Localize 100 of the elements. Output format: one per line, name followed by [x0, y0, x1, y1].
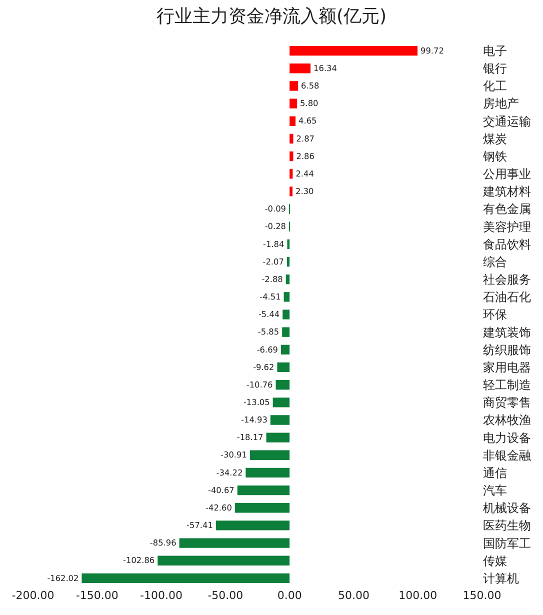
y-tick-label: 石油石化	[483, 290, 531, 304]
data-label: -6.69	[256, 344, 278, 354]
y-tick-label: 房地产	[483, 96, 519, 111]
y-tick-label: 传媒	[483, 554, 507, 568]
x-tick-label: 100.00	[398, 589, 438, 602]
data-label: -18.17	[236, 432, 264, 442]
data-label: -102.86	[123, 555, 155, 566]
data-label: -4.51	[260, 292, 281, 302]
bar	[290, 134, 294, 144]
data-label: -0.09	[264, 204, 286, 214]
y-tick-label: 家用电器	[483, 360, 531, 374]
x-tick-label: 150.00	[462, 589, 502, 602]
bar	[290, 151, 294, 162]
y-tick-label: 轻工制造	[483, 378, 531, 392]
y-tick-label: 综合	[483, 254, 507, 269]
data-label: -1.84	[263, 238, 284, 249]
data-label: -162.02	[47, 572, 79, 583]
data-label: 2.44	[296, 168, 314, 178]
y-tick-label: 电子	[483, 44, 507, 58]
x-tick-label: -150.00	[76, 589, 118, 602]
data-label: 2.86	[296, 150, 314, 161]
y-tick-label: 化工	[483, 79, 507, 94]
data-label: -0.28	[264, 221, 286, 232]
x-tick-label: -50.00	[208, 589, 244, 602]
data-label: -40.67	[208, 484, 234, 495]
y-tick-label: 农林牧渔	[483, 413, 531, 428]
data-label: 2.87	[296, 133, 314, 144]
bar	[280, 344, 290, 354]
bar	[179, 538, 290, 548]
bar	[276, 380, 290, 390]
y-tick-label: 银行	[482, 62, 507, 76]
y-tick-label: 环保	[483, 308, 507, 322]
data-label: -14.93	[241, 414, 268, 425]
y-tick-label: 医药生物	[483, 518, 531, 533]
x-tick-label: 0.00	[277, 589, 302, 602]
y-tick-label: 建筑装饰	[482, 325, 531, 340]
bar	[234, 503, 290, 513]
y-tick-label: 美容护理	[483, 220, 531, 234]
y-tick-label: 商贸零售	[483, 396, 531, 410]
bar	[290, 116, 296, 126]
bar	[282, 327, 290, 337]
y-tick-label: 国防军工	[483, 536, 531, 550]
bar	[82, 573, 290, 584]
bar	[158, 556, 290, 566]
bar	[287, 239, 290, 250]
bar	[290, 98, 298, 108]
y-tick-label: 食品饮料	[483, 237, 531, 252]
x-tick-label: -100.00	[140, 589, 183, 602]
y-tick-label: 非银金融	[483, 448, 531, 462]
bar	[272, 398, 290, 408]
x-tick-label: 50.00	[338, 589, 370, 602]
data-label: -42.60	[206, 502, 232, 512]
bar	[290, 46, 418, 56]
y-tick-label: 汽车	[483, 484, 507, 498]
data-label: -13.05	[243, 397, 270, 408]
bar	[277, 362, 290, 372]
bar	[250, 450, 290, 460]
data-label: -10.76	[246, 379, 273, 390]
data-label: 2.30	[296, 186, 314, 196]
data-label: 4.65	[298, 116, 317, 126]
data-label: 6.58	[301, 80, 320, 91]
y-tick-label: 建筑材料	[482, 184, 531, 199]
y-tick-label: 社会服务	[483, 272, 531, 287]
bar	[266, 432, 290, 442]
y-tick-label: 机械设备	[483, 501, 531, 516]
data-label: 16.34	[314, 62, 337, 73]
data-label: -2.07	[262, 256, 284, 266]
bar	[286, 274, 290, 284]
bar	[290, 64, 311, 74]
y-tick-label: 纺织服饰	[483, 342, 531, 357]
y-tick-label: 煤炭	[483, 132, 507, 146]
y-tick-label: 公用事业	[483, 167, 531, 182]
y-tick-label: 通信	[483, 466, 507, 480]
data-label: -9.62	[253, 362, 274, 372]
bar	[282, 310, 290, 320]
data-label: 99.72	[420, 45, 444, 56]
bar	[246, 468, 290, 478]
x-tick-label: -200.00	[12, 589, 54, 602]
bar	[286, 256, 290, 267]
data-label: -5.44	[258, 309, 280, 320]
data-label: -2.88	[262, 274, 283, 284]
y-tick-label: 交通运输	[483, 114, 531, 128]
bar	[270, 415, 290, 425]
bar	[237, 485, 290, 496]
data-label: -5.85	[258, 326, 280, 337]
y-tick-label: 计算机	[483, 571, 519, 586]
y-tick-label: 钢铁	[482, 149, 507, 164]
data-label: -57.41	[186, 520, 213, 530]
data-label: -34.22	[216, 467, 243, 478]
bar	[284, 292, 290, 302]
data-label: 5.80	[300, 98, 318, 108]
y-tick-label: 有色金属	[483, 202, 531, 216]
chart-title: 行业主力资金净流入额(亿元)	[156, 6, 387, 27]
data-label: -30.91	[220, 450, 247, 460]
data-label: -85.96	[150, 538, 176, 548]
y-tick-label: 电力设备	[483, 430, 531, 445]
bar	[290, 169, 293, 179]
bar	[290, 81, 298, 91]
bar	[216, 520, 290, 530]
bar	[290, 186, 293, 196]
